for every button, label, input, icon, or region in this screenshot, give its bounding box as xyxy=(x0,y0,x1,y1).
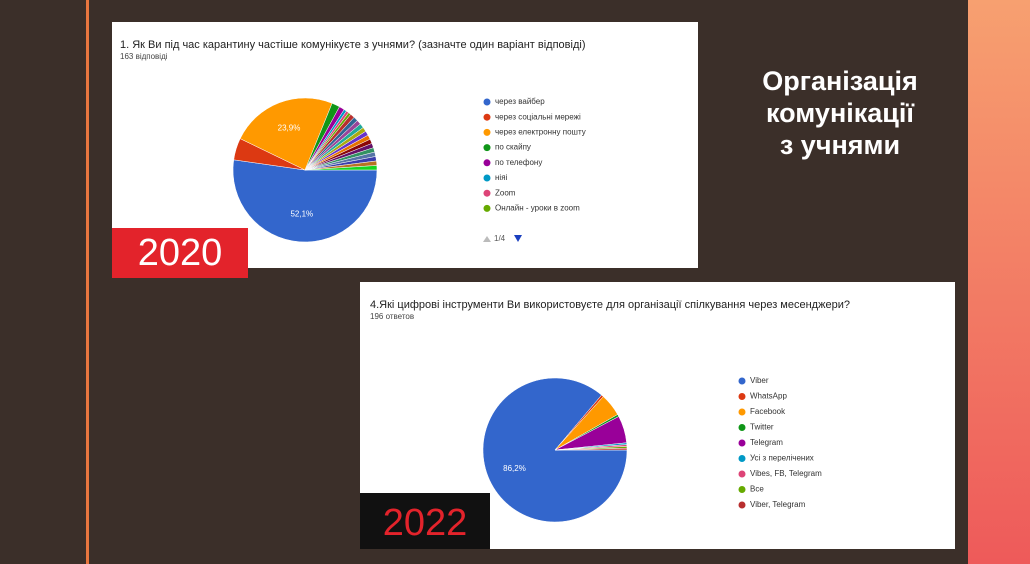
legend-label: Twitter xyxy=(750,423,774,432)
legend-swatch xyxy=(738,470,746,478)
badge xyxy=(112,228,248,278)
chart-title-box: 4.Які цифрові інструменти Ви використову… xyxy=(370,299,850,311)
legend-swatch xyxy=(738,486,746,493)
chart-title: 4.Які цифрові інструменти Ви використову… xyxy=(370,299,850,311)
pager-label: 1/4 xyxy=(494,234,506,243)
legend-swatch xyxy=(738,501,746,509)
legend-label: Все xyxy=(750,485,764,494)
legend-swatch xyxy=(483,159,491,167)
legend-label: через соціальні мережі xyxy=(495,112,581,121)
pie-slice xyxy=(304,165,378,171)
value-label: 23,9% xyxy=(278,123,301,132)
legend-swatch xyxy=(483,98,491,106)
legend-swatch xyxy=(738,377,746,385)
legend-swatch xyxy=(483,174,491,182)
pie-slice xyxy=(232,159,378,243)
legend-label: Онлайн - уроки в zoom xyxy=(495,204,580,213)
value-label: 52,1% xyxy=(290,210,313,219)
legend-swatch xyxy=(738,455,746,462)
legend-swatch xyxy=(483,189,491,197)
legend-swatch xyxy=(738,439,746,447)
badge-label: 2022 xyxy=(383,502,468,544)
legend-swatch xyxy=(738,408,746,416)
pager-down[interactable] xyxy=(514,235,522,242)
legend-label: Telegram xyxy=(750,438,783,447)
legend-label: Viber xyxy=(750,376,769,385)
legend-swatch xyxy=(483,128,491,136)
chart-title-box: 1. Як Ви під час карантину частіше комун… xyxy=(120,39,586,51)
pie-slice xyxy=(554,447,628,451)
legend-label: Усі з перелічених xyxy=(750,454,814,463)
chart-title: 1. Як Ви під час карантину частіше комун… xyxy=(120,39,586,51)
side-strip xyxy=(968,0,1030,564)
legend-swatch xyxy=(738,393,746,400)
legend-label: Vibes, FB, Telegram xyxy=(750,469,822,478)
pie-slice xyxy=(239,97,333,171)
legend-label: по скайпу xyxy=(495,143,531,152)
legend-label: через вайбер xyxy=(495,97,545,106)
badge xyxy=(360,493,490,549)
value-label: 86,2% xyxy=(503,464,526,473)
slide-title: комунікації xyxy=(766,98,915,128)
legend-label: Zoom xyxy=(495,188,516,197)
badge-label: 2020 xyxy=(138,232,223,274)
legend-swatch xyxy=(483,113,491,121)
legend-swatch xyxy=(483,144,491,152)
legend-label: Facebook xyxy=(750,407,786,416)
legend-swatch xyxy=(738,424,746,431)
legend-label: по телефону xyxy=(495,158,542,167)
card xyxy=(112,22,698,268)
slide-title: Організація xyxy=(762,66,918,96)
legend-label: ніяі xyxy=(495,173,508,182)
chart-subtitle: 163 відповіді xyxy=(120,52,168,61)
legend-label: через електронну пошту xyxy=(495,128,586,137)
legend-label: WhatsApp xyxy=(750,392,787,401)
chart-subtitle: 196 ответов xyxy=(370,312,414,321)
legend-label: Viber, Telegram xyxy=(750,500,806,509)
accent-line xyxy=(86,0,89,564)
legend-swatch xyxy=(483,204,491,212)
pager-up[interactable] xyxy=(483,236,491,242)
slide-title: з учнями xyxy=(780,130,900,160)
